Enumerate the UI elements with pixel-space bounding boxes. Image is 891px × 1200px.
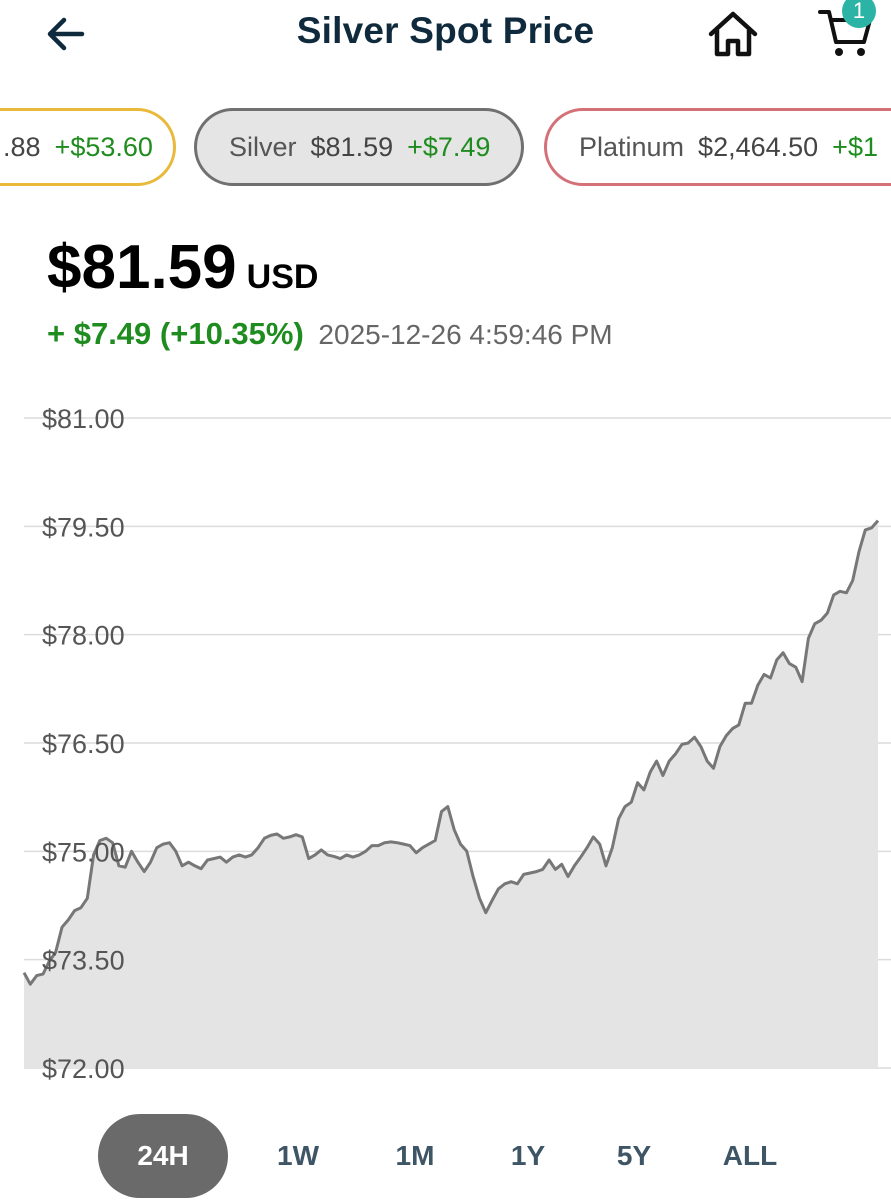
cart-count-badge: 1 (842, 0, 876, 28)
back-arrow-icon[interactable] (42, 10, 90, 58)
price-area (24, 520, 878, 1068)
home-icon[interactable] (703, 4, 763, 64)
tab-1y[interactable]: 1Y (510, 1140, 546, 1171)
y-tick-label: $73.50 (42, 946, 125, 976)
y-tick-label: $72.00 (42, 1054, 125, 1084)
price-currency: USD (246, 258, 319, 296)
metal-price: $2,464.50 (698, 131, 819, 162)
price-timestamp: 2025-12-26 4:59:46 PM (318, 319, 613, 350)
price-line (22, 519, 880, 986)
metal-pill-silver[interactable]: Silver $81.59 +$7.49 (194, 108, 524, 186)
price-chart[interactable]: $81.00 $79.50 $78.00 $76.50 $75.00 $73.50 $72.… (0, 395, 891, 1095)
metal-change: +$1 (832, 131, 878, 162)
tab-5y[interactable]: 5Y (616, 1140, 652, 1171)
y-tick-label: $81.00 (42, 404, 125, 434)
app-header: Silver Spot Price 1 (0, 0, 891, 70)
metal-price: .88 (3, 131, 41, 162)
metal-change: +$53.60 (54, 131, 153, 162)
price-value: $81.59 (47, 233, 237, 302)
tab-1m[interactable]: 1M (395, 1140, 435, 1171)
range-tabs: 24H 1W 1M 1Y 5Y ALL (0, 1114, 891, 1200)
current-price: $81.59 USD (47, 232, 318, 303)
y-tick-label: $78.00 (42, 621, 125, 651)
metal-change: +$7.49 (407, 131, 491, 162)
metal-name: Silver (229, 131, 297, 162)
y-tick-label: $75.00 (42, 837, 125, 867)
metal-selector: .88 +$53.60 Silver $81.59 +$7.49 Platinu… (0, 108, 891, 192)
y-tick-label: $79.50 (42, 512, 125, 542)
price-chart-svg: $81.00 $79.50 $78.00 $76.50 $75.00 $73.50 $72.… (22, 404, 891, 1084)
tab-24h[interactable]: 24H (98, 1114, 228, 1198)
metal-name: Platinum (579, 131, 685, 162)
price-change-value: + $7.49 (+10.35%) (47, 316, 304, 351)
tab-all[interactable]: ALL (722, 1140, 778, 1171)
metal-pill-gold[interactable]: .88 +$53.60 (0, 108, 176, 186)
metal-price: $81.59 (310, 131, 394, 162)
page-title: Silver Spot Price (296, 10, 595, 51)
metal-pill-platinum[interactable]: Platinum $2,464.50 +$1 (544, 108, 891, 186)
tab-1w[interactable]: 1W (277, 1140, 319, 1171)
y-tick-label: $76.50 (42, 729, 125, 759)
price-change: + $7.49 (+10.35%) 2025-12-26 4:59:46 PM (47, 316, 613, 352)
